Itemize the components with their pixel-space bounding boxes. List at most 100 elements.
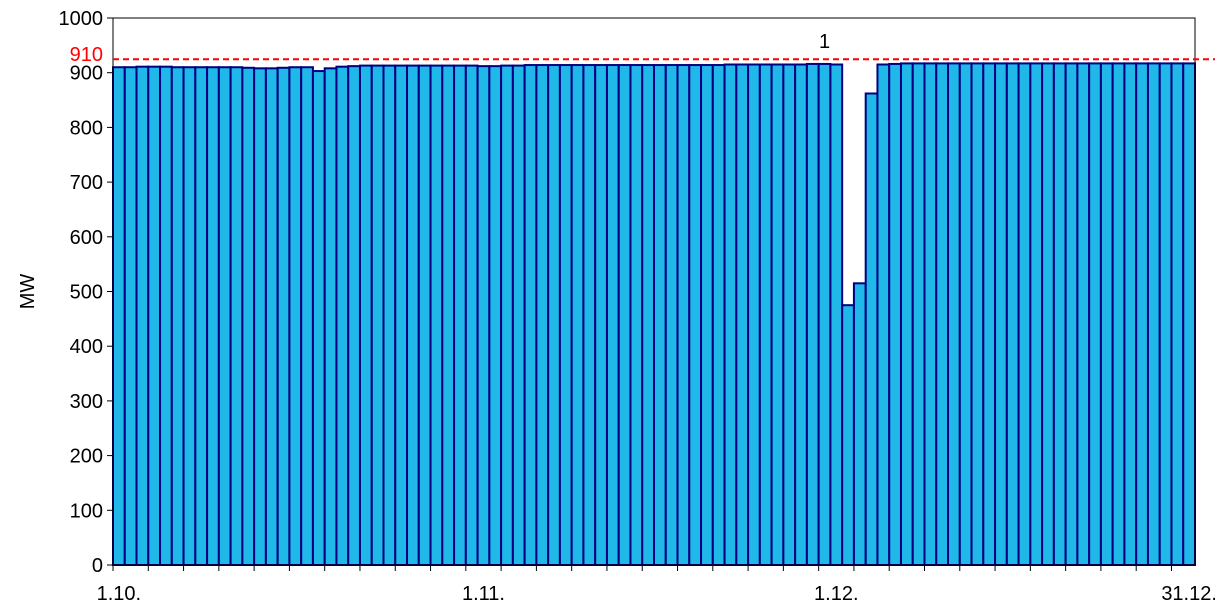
bar	[523, 64, 538, 566]
bar	[194, 66, 209, 566]
bar	[794, 63, 808, 566]
bar	[770, 63, 785, 566]
bar	[311, 70, 326, 566]
bar	[229, 66, 244, 566]
bar	[1111, 62, 1126, 567]
bar	[711, 64, 726, 566]
y-tick-label: 0	[92, 555, 103, 577]
bar	[1135, 62, 1149, 567]
y-tick-label: 800	[70, 117, 103, 139]
bar	[1099, 62, 1114, 567]
bar	[923, 62, 938, 567]
bar	[488, 65, 503, 566]
bar	[1170, 62, 1185, 567]
axes-group: 0 100 200 300 400 500 600 700 800 900 1000 1.10. 1.1…	[59, 8, 1215, 605]
y-tick-label: 100	[70, 500, 103, 522]
bar	[335, 65, 350, 567]
y-tick-label: 500	[70, 282, 103, 304]
bar	[817, 62, 832, 566]
bar	[476, 65, 491, 566]
y-tick-label: 700	[70, 172, 103, 194]
bar	[629, 64, 644, 566]
annotation-label: 1	[819, 31, 830, 53]
bars-group	[112, 62, 1196, 567]
bar	[982, 62, 997, 567]
bar	[1088, 62, 1102, 567]
bar	[688, 64, 703, 566]
bar	[276, 66, 291, 566]
bar	[676, 64, 691, 566]
bar	[852, 282, 867, 566]
bar	[406, 64, 420, 566]
bar	[206, 66, 220, 566]
bar	[1064, 62, 1079, 567]
bar	[1017, 62, 1032, 567]
bar	[441, 64, 456, 566]
bar	[653, 64, 667, 566]
x-tick-label: 1.10.	[97, 583, 141, 605]
y-tick-label: 1000	[59, 8, 104, 30]
bar	[911, 62, 926, 567]
y-tick-label: 300	[70, 391, 103, 413]
bar	[264, 67, 279, 566]
bar	[241, 66, 256, 566]
bar	[841, 304, 855, 566]
y-tick-label: 400	[70, 336, 103, 358]
bar	[1005, 62, 1020, 567]
bar	[547, 64, 561, 566]
bar	[170, 66, 185, 566]
bar	[1076, 62, 1091, 567]
bar	[864, 92, 879, 567]
bar	[594, 64, 608, 566]
bar	[112, 66, 126, 566]
bar	[747, 63, 761, 566]
bar	[182, 66, 197, 566]
bar	[429, 64, 444, 566]
x-tick-label: 1.12.	[814, 583, 858, 605]
bar	[758, 63, 773, 566]
bar	[347, 65, 361, 566]
bar	[570, 64, 585, 566]
bar	[135, 65, 150, 567]
bar	[605, 64, 620, 566]
bar	[370, 64, 385, 566]
bar	[535, 64, 550, 566]
bar	[958, 62, 973, 567]
reference-line-group: 910	[70, 44, 1215, 66]
bar	[1123, 62, 1138, 567]
bar	[453, 64, 467, 566]
bar	[735, 63, 750, 566]
bar	[888, 62, 902, 566]
bar	[382, 64, 397, 566]
bar	[582, 64, 597, 566]
bar	[288, 66, 303, 566]
bar	[700, 64, 714, 566]
bar	[217, 66, 232, 566]
x-tick-label: 31.12.	[1161, 583, 1215, 605]
bar	[358, 64, 373, 566]
bar	[782, 63, 797, 566]
bar	[300, 66, 314, 566]
bar	[617, 64, 632, 566]
bar	[947, 62, 961, 567]
bar	[394, 64, 409, 566]
bar	[1029, 62, 1044, 567]
bar	[558, 64, 573, 566]
bar	[1158, 62, 1173, 567]
y-tick-label: 200	[70, 446, 103, 468]
y-axis-label: MW	[17, 274, 39, 310]
bar	[323, 67, 338, 566]
bar	[1146, 62, 1161, 567]
bar	[805, 62, 820, 566]
bar	[899, 62, 914, 567]
bar	[970, 62, 985, 567]
bar	[935, 62, 950, 567]
bar	[253, 67, 267, 566]
bar	[417, 64, 432, 566]
bar	[159, 65, 173, 567]
bar	[723, 63, 738, 566]
bar	[664, 64, 679, 566]
bar	[1052, 62, 1067, 567]
reference-line-label: 910	[70, 44, 103, 66]
